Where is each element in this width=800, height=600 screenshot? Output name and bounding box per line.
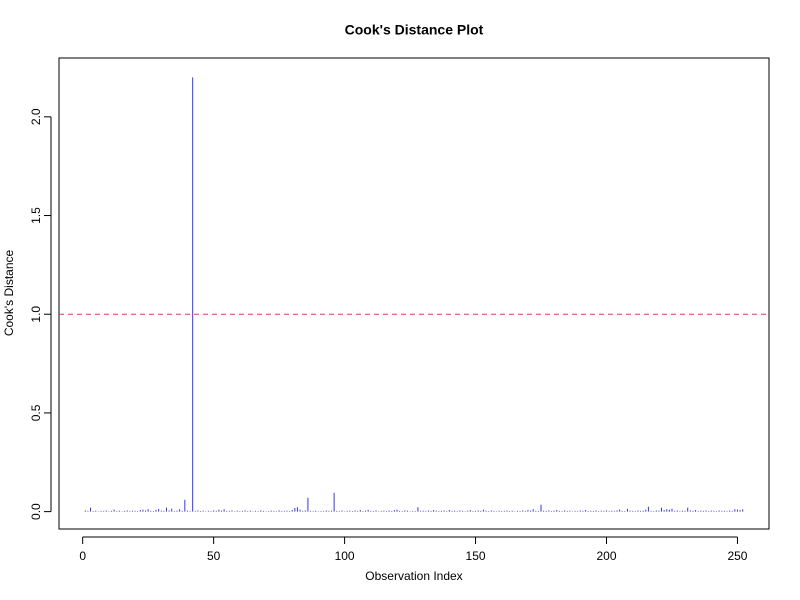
x-tick-label: 150	[466, 549, 486, 563]
y-tick-label: 1.5	[29, 207, 43, 224]
y-axis-label: Cook's Distance	[2, 250, 16, 337]
x-tick-label: 100	[335, 549, 355, 563]
x-tick-label: 250	[727, 549, 747, 563]
x-tick-label: 50	[207, 549, 221, 563]
y-tick-label: 1.0	[29, 306, 43, 323]
y-tick-label: 2.0	[29, 108, 43, 125]
plot-box	[58, 57, 770, 530]
y-tick-label: 0.0	[29, 503, 43, 520]
x-tick-label: 200	[596, 549, 616, 563]
y-tick-label: 0.5	[29, 404, 43, 421]
x-tick-label: 0	[79, 549, 86, 563]
chart-title: Cook's Distance Plot	[345, 22, 484, 38]
x-axis-label: Observation Index	[365, 569, 462, 583]
